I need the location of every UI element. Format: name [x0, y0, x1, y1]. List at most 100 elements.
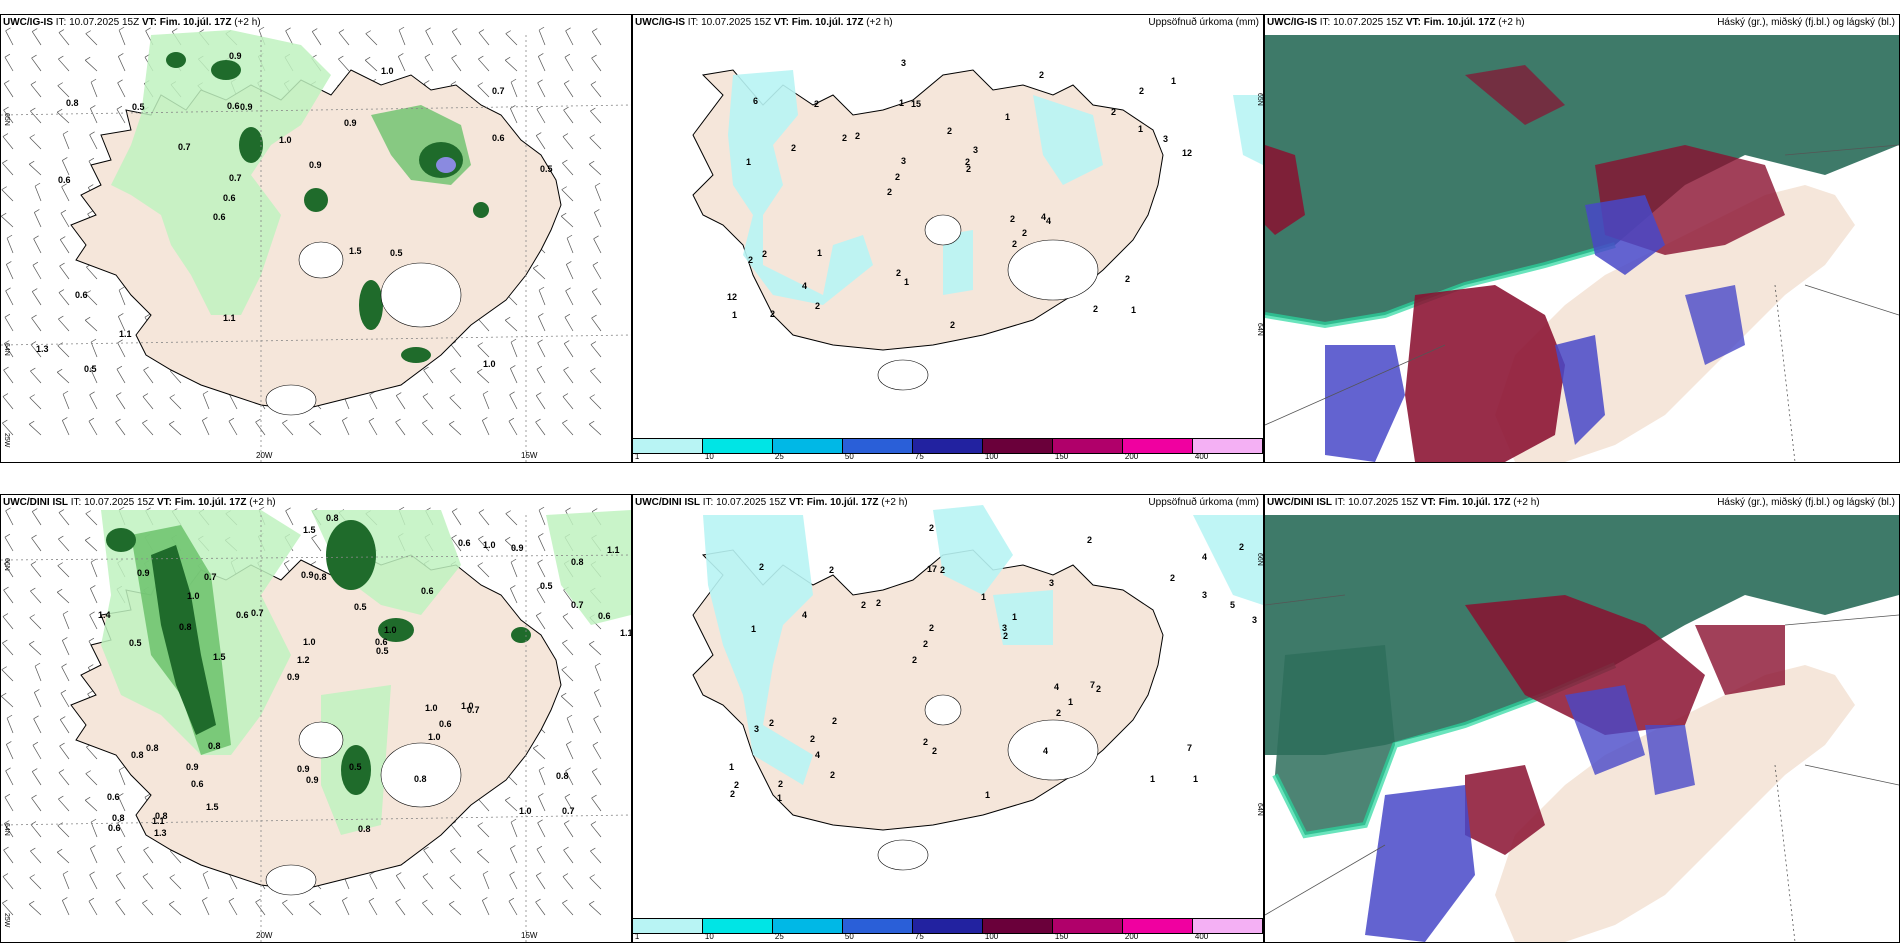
colorbar-labels: 1 10 25 50 75 100 150 200 400 — [633, 452, 1263, 462]
value-label: 2 — [929, 623, 934, 633]
wind-barb-flag — [450, 81, 457, 85]
value-label: 1.0 — [279, 135, 292, 145]
colorbar-swatch — [703, 919, 773, 933]
wind-barb — [5, 770, 14, 786]
value-label: 15 — [911, 99, 921, 109]
wind-barb-flag — [282, 899, 288, 904]
value-label: 1.5 — [303, 525, 316, 535]
value-label: 3 — [1163, 134, 1168, 144]
wind-barb — [34, 186, 42, 202]
value-label: 4 — [802, 281, 807, 291]
value-label: 1.1 — [620, 628, 631, 638]
wind-barb — [536, 369, 546, 384]
wind-barb — [589, 877, 602, 890]
wind-barb-flag — [589, 160, 595, 165]
wind-barb — [562, 616, 574, 630]
wind-barb-flag — [396, 872, 402, 876]
wind-barb — [505, 33, 518, 46]
value-label: 0.9 — [229, 51, 242, 61]
wind-barb-flag — [30, 107, 36, 112]
wind-barb-flag — [118, 26, 125, 31]
value-label: 1 — [985, 790, 990, 800]
precip-dark-cell — [106, 528, 136, 552]
value-label: 2 — [887, 187, 892, 197]
wind-barb-flag — [1, 666, 7, 670]
wind-barb — [562, 396, 574, 410]
wind-barb-flag — [589, 874, 595, 878]
wind-barb-flag — [117, 339, 123, 344]
wind-barb-flag — [142, 419, 148, 424]
wind-barb — [563, 343, 574, 358]
wind-barb-flag — [90, 78, 97, 83]
wind-barb-flag — [90, 338, 97, 343]
wind-barb-flag — [562, 159, 568, 164]
wind-barb-flag — [338, 55, 344, 60]
colorbar-swatch — [633, 439, 703, 453]
value-label: 2 — [932, 746, 937, 756]
precip-colorbar: 1 10 25 50 75 100 150 200 400 — [633, 438, 1263, 462]
wind-barb — [4, 537, 14, 552]
glacier — [298, 241, 344, 279]
wind-barb-flag — [57, 588, 63, 593]
wind-barb — [564, 797, 574, 812]
wind-barb — [4, 57, 14, 72]
precip-dark-area — [151, 545, 216, 735]
wind-barb-flag — [58, 795, 64, 800]
colorbar-label: 50 — [844, 932, 854, 941]
wind-barb — [535, 875, 546, 890]
value-label: 2 — [814, 99, 819, 109]
wind-barb — [368, 901, 378, 916]
wind-barb — [364, 59, 378, 72]
wind-barb — [3, 823, 14, 838]
wind-barb — [423, 369, 434, 384]
wind-barb-flag — [60, 209, 67, 214]
value-label: 2 — [832, 716, 837, 726]
value-label: 0.8 — [179, 622, 192, 632]
wind-barb-flag — [5, 767, 11, 772]
wind-barb-flag — [116, 365, 123, 370]
wind-barb-flag — [564, 80, 570, 84]
wind-barb — [538, 56, 546, 72]
wind-barb — [562, 876, 574, 890]
wind-barb — [478, 32, 490, 46]
wind-barb-flag — [1, 186, 7, 190]
glacier — [265, 384, 317, 416]
wind-barb-flag — [2, 393, 9, 397]
wind-barb-flag — [62, 157, 68, 161]
wind-barb-flag — [90, 585, 96, 589]
wind-barb-flag — [422, 419, 428, 424]
value-label: 1.5 — [213, 652, 226, 662]
wind-barb-flag — [509, 871, 515, 876]
value-label: 1 — [732, 310, 737, 320]
wind-barb — [56, 111, 70, 124]
wind-barb — [32, 265, 42, 280]
wind-barb — [84, 319, 98, 332]
wind-barb — [538, 770, 546, 786]
value-label: 2 — [923, 737, 928, 747]
wind-barb-flag — [31, 54, 37, 59]
wind-barb-flag — [29, 134, 35, 138]
wind-barb-flag — [589, 640, 595, 645]
value-label: 1 — [1138, 124, 1143, 134]
wind-barb — [308, 423, 322, 436]
wind-barb-flag — [30, 847, 36, 852]
wind-barb — [508, 421, 518, 436]
wind-barb-flag — [310, 561, 317, 565]
wind-barb — [504, 319, 518, 332]
precip-1mm-area — [1033, 95, 1103, 185]
lon-label: 15W — [521, 451, 538, 460]
wind-barb — [451, 537, 462, 552]
wind-barb-flag — [450, 367, 456, 372]
precip-dark-cell — [239, 127, 263, 163]
wind-barb-flag — [342, 897, 348, 901]
lat-label: 64N — [1256, 323, 1263, 336]
precip-light-area — [546, 510, 631, 625]
wind-barb — [510, 82, 518, 98]
value-label: 1 — [899, 98, 904, 108]
wind-barb — [170, 850, 182, 864]
value-label: 2 — [1125, 274, 1130, 284]
value-label: 0.8 — [208, 741, 221, 751]
wind-barb-flag — [309, 420, 315, 425]
wind-barb-flag — [482, 390, 489, 395]
wind-barb-flag — [449, 874, 455, 878]
